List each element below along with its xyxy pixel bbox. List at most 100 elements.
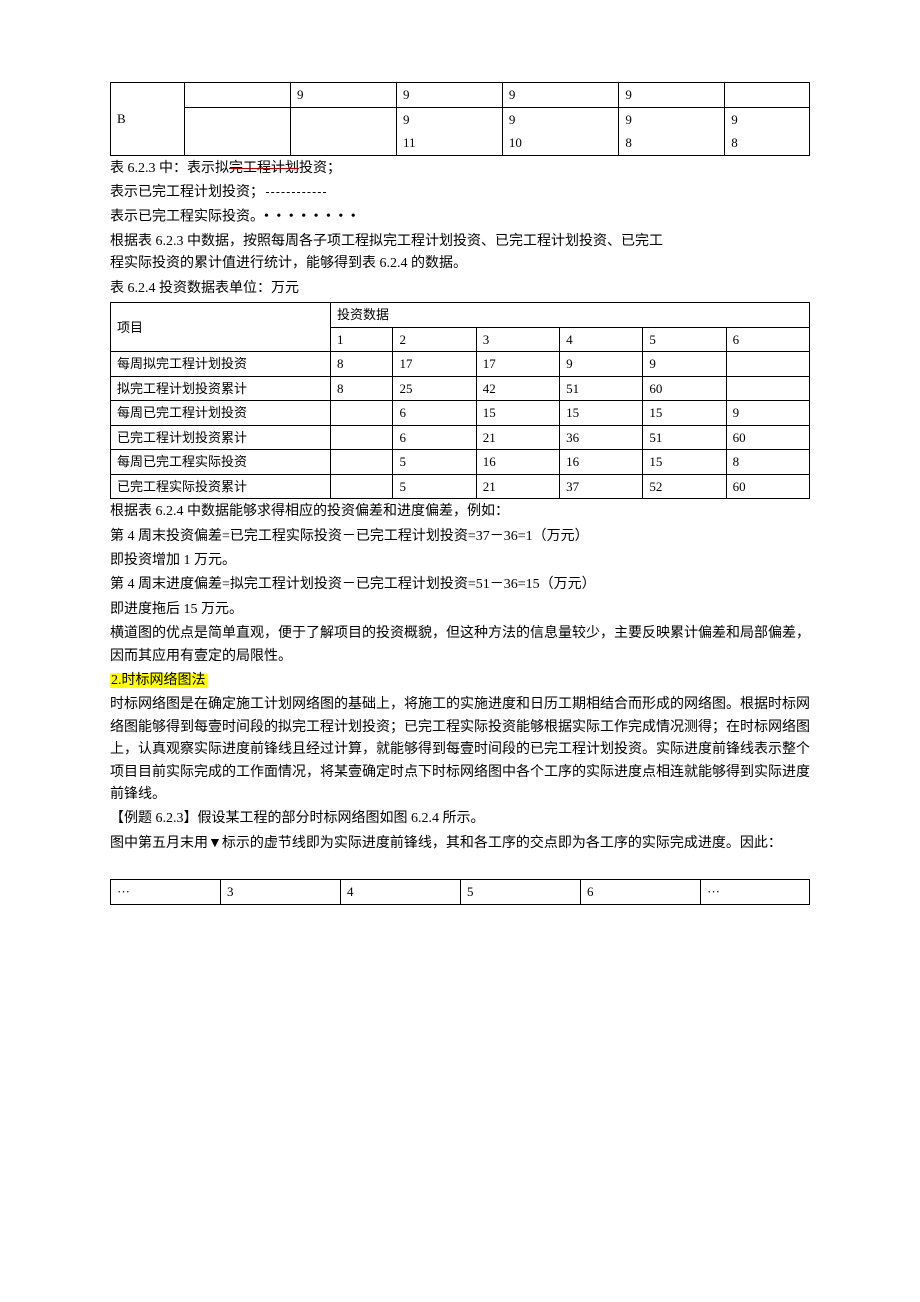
t2-col: 3: [476, 327, 559, 352]
table-row: 每周已完工程计划投资61515159: [111, 401, 810, 426]
t1-c: 9: [291, 83, 397, 108]
table-row: 每周拟完工程计划投资8171799: [111, 352, 810, 377]
dashed-underline-icon: [266, 192, 326, 193]
t1-desc-2: 程实际投资的累计值进行统计，能够得到表 6.2.4 的数据。: [110, 253, 810, 275]
t2-rl: 拟完工程计划投资累计: [111, 376, 331, 401]
t2-c: 15: [643, 450, 726, 475]
t2-c: 6: [393, 425, 476, 450]
t2-col: 2: [393, 327, 476, 352]
t2-rl: 已完工程计划投资累计: [111, 425, 331, 450]
t2-c: 60: [643, 376, 726, 401]
t2-col: 5: [643, 327, 726, 352]
table-623: B 9 9 9 9 9 9 9 9 11 10 8 8: [110, 82, 810, 156]
t2-c: 15: [560, 401, 643, 426]
t1-c: 10: [502, 131, 619, 155]
t1-c: [291, 107, 397, 131]
t2-c: 60: [726, 474, 809, 499]
t1-note-1: 表 6.2.3 中：表示拟完工程计划投资；: [110, 158, 810, 180]
t2-c: 36: [560, 425, 643, 450]
t1-c: 9: [396, 83, 502, 108]
t2-c: 16: [476, 450, 559, 475]
t2-c: 16: [560, 450, 643, 475]
t2-rl: 每周已完工程计划投资: [111, 401, 331, 426]
t2-title: 表 6.2.4 投资数据表单位：万元: [110, 278, 810, 300]
t2-c: 15: [476, 401, 559, 426]
t2-c: 37: [560, 474, 643, 499]
t1-row-label: B: [111, 83, 185, 156]
t3-c: 4: [341, 880, 461, 905]
t1-note-2: 表示已完工程计划投资；: [110, 182, 810, 204]
t1-note-3-text: 表示已完工程实际投资。: [110, 210, 264, 225]
t2-col: 6: [726, 327, 809, 352]
t2-header-label: 项目: [111, 303, 331, 352]
body-p3: 即投资增加 1 万元。: [110, 550, 810, 572]
t2-c: 8: [331, 352, 393, 377]
t1-note-3: 表示已完工程实际投资。• • • • • • • •: [110, 206, 810, 229]
t1-c: 11: [396, 131, 502, 155]
t2-c: 52: [643, 474, 726, 499]
t2-c: 9: [560, 352, 643, 377]
body-p2: 第 4 周末投资偏差=已完工程实际投资－已完工程计划投资=37－36=1（万元）: [110, 526, 810, 548]
t2-c: 51: [643, 425, 726, 450]
t1-desc-1: 根据表 6.2.3 中数据，按照每周各子项工程拟完工程计划投资、已完工程计划投资…: [110, 231, 810, 253]
t1-c: [185, 131, 291, 155]
t2-rl: 每周拟完工程计划投资: [111, 352, 331, 377]
t2-c: 21: [476, 474, 559, 499]
t1-c: 9: [396, 107, 502, 131]
t2-c: 5: [393, 474, 476, 499]
t1-c: 9: [502, 107, 619, 131]
t2-c: [331, 401, 393, 426]
table-row: 已完工程计划投资累计 621365160: [111, 425, 810, 450]
t2-c: 17: [393, 352, 476, 377]
t3-c: 3: [221, 880, 341, 905]
table-row: 拟完工程计划投资累计825425160: [111, 376, 810, 401]
t2-col: 1: [331, 327, 393, 352]
t3-c: 6: [581, 880, 701, 905]
table-timeline: ··· 3 4 5 6 ···: [110, 879, 810, 905]
t2-c: [726, 352, 809, 377]
body-p5: 即进度拖后 15 万元。: [110, 599, 810, 621]
section-heading: 2.时标网络图法: [110, 670, 810, 692]
body-p7: 时标网络图是在确定施工计划网络图的基础上，将施工的实施进度和日历工期相结合而形成…: [110, 694, 810, 806]
t1-c: 9: [619, 83, 725, 108]
t1-note-2-text: 表示已完工程计划投资；: [110, 185, 264, 200]
t2-col: 4: [560, 327, 643, 352]
body-p8: 【例题 6.2.3】假设某工程的部分时标网络图如图 6.2.4 所示。: [110, 808, 810, 830]
t2-header-group: 投资数据: [331, 303, 810, 328]
t1-note-1-strike: 完工程计划: [229, 161, 299, 176]
t2-c: 8: [726, 450, 809, 475]
t2-c: 5: [393, 450, 476, 475]
t2-c: 21: [476, 425, 559, 450]
t2-c: 9: [643, 352, 726, 377]
t2-c: [331, 474, 393, 499]
t1-c: 8: [725, 131, 810, 155]
body-p1: 根据表 6.2.4 中数据能够求得相应的投资偏差和进度偏差，例如：: [110, 501, 810, 523]
t1-c: [291, 131, 397, 155]
t2-c: 9: [726, 401, 809, 426]
t1-desc-1a: 根据表 6.2.3 中数据，按照每周各子项工程拟完工程计划投资、已完工程计划投资…: [110, 234, 663, 249]
body-p4: 第 4 周末进度偏差=拟完工程计划投资－已完工程计划投资=51－36=15（万元…: [110, 574, 810, 596]
t2-c: 15: [643, 401, 726, 426]
t2-rl: 每周已完工程实际投资: [111, 450, 331, 475]
t2-c: 8: [331, 376, 393, 401]
t1-c: [185, 107, 291, 131]
table-row: 每周已完工程实际投资51616158: [111, 450, 810, 475]
t1-c: 9: [502, 83, 619, 108]
t3-c: ···: [701, 880, 810, 905]
dotted-line-icon: • • • • • • • •: [264, 206, 358, 228]
t1-c: [725, 83, 810, 108]
t2-c: 25: [393, 376, 476, 401]
body-p6: 横道图的优点是简单直观，便于了解项目的投资概貌，但这种方法的信息量较少，主要反映…: [110, 623, 810, 668]
t2-c: 60: [726, 425, 809, 450]
table-624: 项目 投资数据 1 2 3 4 5 6 每周拟完工程计划投资8171799 拟完…: [110, 302, 810, 499]
t2-c: 51: [560, 376, 643, 401]
t2-c: [331, 425, 393, 450]
t2-c: [331, 450, 393, 475]
t2-c: [726, 376, 809, 401]
t1-note-1-head: 表 6.2.3 中：表示拟: [110, 161, 229, 176]
table-row: 已完工程实际投资累计521375260: [111, 474, 810, 499]
t1-c: [185, 83, 291, 108]
t1-c: 8: [619, 131, 725, 155]
t2-c: 6: [393, 401, 476, 426]
t3-c: ···: [111, 880, 221, 905]
